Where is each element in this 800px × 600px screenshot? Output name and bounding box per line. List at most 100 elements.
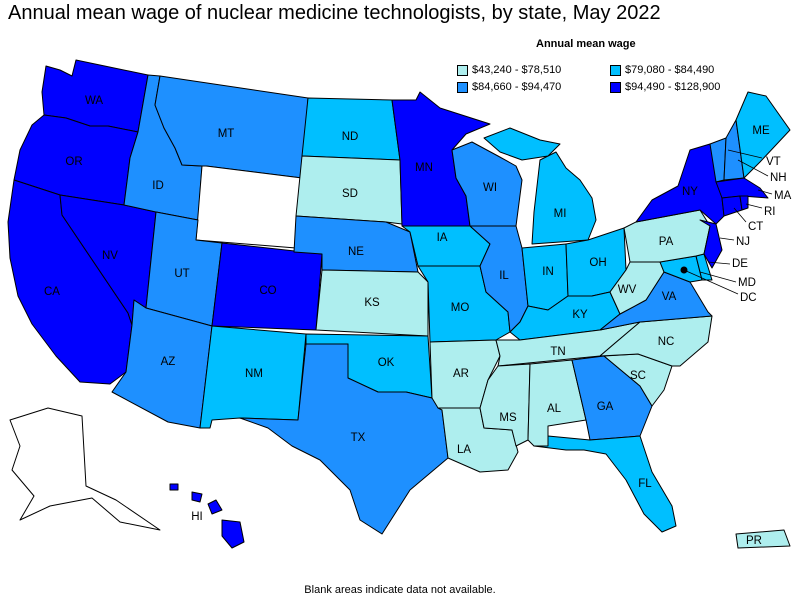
legend-title: Annual mean wage [536, 38, 636, 50]
state-hi[interactable] [221, 519, 245, 549]
state-label: MT [218, 128, 235, 140]
callout-line-vt [727, 149, 763, 159]
state-fl[interactable] [533, 435, 677, 533]
state-label: NC [658, 336, 675, 348]
state-label: MD [738, 277, 756, 289]
legend-label-tier2: $79,080 - $84,490 [625, 64, 715, 76]
state-label: KY [572, 309, 588, 321]
state-label: HI [191, 511, 203, 523]
state-label: NE [348, 246, 364, 258]
state-label: NY [682, 186, 698, 198]
state-label: SC [630, 370, 646, 382]
state-ny[interactable] [635, 143, 725, 225]
state-label: PR [746, 535, 762, 547]
state-label: ME [752, 125, 770, 137]
state-label: NH [770, 172, 787, 184]
state-tx[interactable] [239, 343, 449, 535]
state-sd[interactable] [295, 155, 403, 225]
state-label: WV [618, 284, 637, 296]
callout-line-de [707, 261, 731, 265]
callout-line-nj [719, 237, 735, 241]
state-ak[interactable] [9, 407, 161, 531]
state-label: CO [259, 285, 276, 297]
state-label: UT [174, 268, 189, 280]
state-label: CT [748, 221, 763, 233]
callout-line-dc [683, 269, 739, 295]
state-label: OH [589, 257, 606, 269]
callout-lines [683, 149, 773, 295]
state-label: OR [65, 156, 82, 168]
state-label: TX [351, 432, 366, 444]
legend-label-tier1: $43,240 - $78,510 [472, 64, 562, 76]
state-label: PA [659, 236, 674, 248]
legend-item-tier2: $79,080 - $84,490 [610, 64, 714, 76]
legend-swatch-tier2 [610, 64, 621, 76]
state-label: DE [732, 258, 748, 270]
legend-item-tier3: $84,660 - $94,470 [457, 81, 561, 93]
state-nd[interactable] [301, 97, 401, 161]
state-hi-kauai[interactable] [169, 483, 179, 491]
state-label: MN [415, 162, 433, 174]
legend-swatch-tier3 [457, 81, 468, 93]
state-label: OK [378, 357, 395, 369]
callout-line-ri [745, 203, 763, 209]
state-label: LA [457, 444, 471, 456]
state-label: DC [740, 292, 757, 304]
state-hi-oahu[interactable] [191, 491, 203, 503]
state-label: SD [342, 188, 358, 200]
state-nc[interactable] [599, 315, 713, 367]
state-label: KS [364, 297, 380, 309]
state-label: MO [451, 302, 470, 314]
state-label: AL [547, 403, 562, 415]
state-hi-maui[interactable] [207, 499, 223, 515]
state-mi-upper[interactable] [483, 127, 561, 161]
map-title: Annual mean wage of nuclear medicine tec… [8, 2, 661, 24]
footnote: Blank areas indicate data not available. [304, 584, 496, 596]
state-label: NM [245, 368, 263, 380]
callout-line-nh [737, 159, 769, 177]
state-label: VT [766, 156, 781, 168]
state-label: WI [483, 182, 497, 194]
legend-item-tier4: $94,490 - $128,900 [610, 81, 720, 93]
legend-label-tier3: $84,660 - $94,470 [472, 81, 562, 93]
state-label: IL [499, 270, 509, 282]
callout-line-ct [733, 207, 747, 223]
state-label: VA [662, 291, 677, 303]
state-pr[interactable] [735, 529, 791, 549]
state-label: IN [542, 266, 554, 278]
state-labels: WA OR CA NV ID MT UT CO AZ NM ND SD NE K… [44, 95, 792, 547]
state-mi[interactable] [531, 151, 597, 245]
state-label: TN [550, 346, 565, 358]
state-nm[interactable] [199, 325, 307, 429]
legend-swatch-tier4 [610, 81, 621, 93]
state-label: AR [453, 368, 469, 380]
state-label: NJ [736, 236, 750, 248]
state-label: RI [764, 206, 776, 218]
state-label: ND [342, 131, 359, 143]
state-label: ID [152, 180, 164, 192]
state-hi-group [169, 483, 245, 549]
state-ct[interactable] [721, 195, 743, 217]
callout-line-md [699, 271, 737, 283]
legend-item-tier1: $43,240 - $78,510 [457, 64, 561, 76]
state-ks[interactable] [315, 269, 429, 337]
state-label: WA [85, 95, 103, 107]
state-label: NV [102, 250, 118, 262]
state-label: GA [597, 401, 614, 413]
state-label: MS [499, 412, 517, 424]
state-label: AZ [161, 356, 176, 368]
state-wy[interactable] [195, 165, 303, 249]
state-label: CA [44, 286, 60, 298]
legend-swatch-tier1 [457, 64, 468, 76]
state-ri[interactable] [739, 195, 749, 211]
state-wi[interactable] [451, 141, 523, 227]
callout-line-ma [757, 189, 773, 195]
legend-label-tier4: $94,490 - $128,900 [625, 81, 721, 93]
state-ma[interactable] [715, 177, 769, 199]
legend: $43,240 - $78,510 $79,080 - $84,490 $84,… [457, 64, 797, 96]
state-label: IA [437, 232, 448, 244]
state-label: MA [774, 190, 792, 202]
state-label: MI [554, 208, 567, 220]
state-label: FL [638, 478, 652, 490]
